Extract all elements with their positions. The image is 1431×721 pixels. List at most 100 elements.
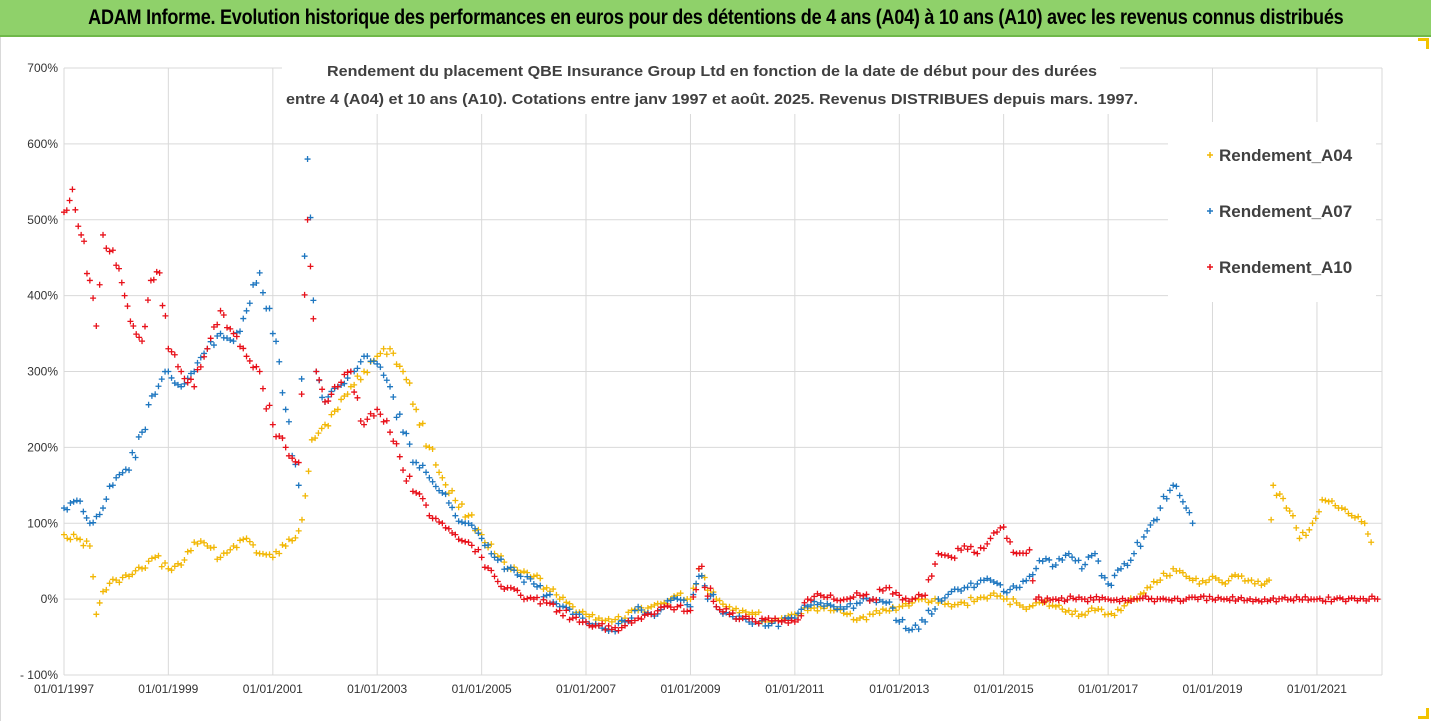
data-point-marker — [80, 542, 87, 549]
data-point-marker — [1026, 573, 1033, 580]
data-point-marker — [1280, 495, 1287, 502]
data-point-marker — [1202, 579, 1209, 586]
data-point-marker — [795, 610, 802, 617]
data-point-marker — [347, 368, 354, 375]
data-point-marker — [1351, 514, 1358, 521]
data-point-marker — [843, 611, 850, 618]
data-point-marker — [67, 500, 74, 507]
y-tick-label: 0% — [41, 592, 59, 606]
data-point-marker — [530, 580, 537, 587]
data-point-marker — [416, 490, 423, 497]
data-point-marker — [719, 601, 726, 608]
data-point-marker — [883, 599, 890, 606]
data-point-marker — [109, 482, 116, 489]
data-point-marker — [912, 595, 919, 602]
data-point-marker — [168, 348, 175, 355]
data-point-marker — [582, 611, 589, 618]
data-point-marker — [1105, 611, 1112, 618]
data-point-marker — [1336, 594, 1343, 601]
data-point-marker — [1029, 577, 1036, 584]
data-point-marker — [834, 606, 841, 613]
data-point-marker — [775, 623, 782, 630]
data-point-marker — [304, 156, 311, 163]
data-point-marker — [103, 496, 110, 503]
data-point-marker — [1142, 593, 1149, 600]
data-point-marker — [987, 535, 994, 542]
data-point-marker — [72, 206, 79, 213]
data-point-marker — [400, 429, 407, 436]
data-point-marker — [341, 393, 348, 400]
data-point-marker — [184, 379, 191, 386]
data-point-marker — [158, 376, 165, 383]
data-point-marker — [958, 587, 965, 594]
data-point-marker — [1069, 554, 1076, 561]
data-point-marker — [798, 612, 805, 619]
data-point-marker — [967, 580, 974, 587]
data-point-marker — [334, 383, 341, 390]
data-point-marker — [1144, 527, 1151, 534]
data-point-marker — [925, 607, 932, 614]
data-point-marker — [1029, 602, 1036, 609]
data-point-marker — [374, 353, 381, 360]
data-point-marker — [1105, 580, 1112, 587]
data-point-marker — [677, 602, 684, 609]
data-point-marker — [230, 330, 237, 337]
data-point-marker — [191, 368, 198, 375]
data-point-marker — [569, 603, 576, 610]
y-axis-tick-labels: - 100% 0% 100% 200% 300% 400% 500% 600% 700% — [20, 61, 58, 682]
data-point-marker — [909, 626, 916, 633]
data-point-marker — [1131, 550, 1138, 557]
data-point-marker — [651, 601, 658, 608]
data-point-marker — [501, 559, 508, 566]
data-point-marker — [1258, 598, 1265, 605]
data-point-marker — [719, 608, 726, 615]
data-point-marker — [191, 383, 198, 390]
data-point-marker — [1111, 612, 1118, 619]
data-point-marker — [671, 594, 678, 601]
data-point-marker — [259, 289, 266, 296]
data-point-marker — [579, 608, 586, 615]
data-point-marker — [1328, 498, 1335, 505]
data-point-marker — [857, 599, 864, 606]
data-point-marker — [1145, 596, 1152, 603]
data-point-marker — [152, 391, 159, 398]
data-point-marker — [387, 429, 394, 436]
data-point-marker — [273, 338, 280, 345]
data-point-marker — [129, 449, 136, 456]
data-point-marker — [217, 330, 224, 337]
data-point-marker — [148, 392, 155, 399]
x-tick-label: 01/01/2015 — [974, 682, 1034, 696]
data-point-marker — [276, 550, 283, 557]
data-point-marker — [246, 357, 253, 364]
data-point-marker — [1186, 575, 1193, 582]
data-point-marker — [458, 501, 465, 508]
data-point-marker — [563, 607, 570, 614]
data-point-marker — [1026, 603, 1033, 610]
data-point-marker — [749, 609, 756, 616]
data-point-marker — [1176, 492, 1183, 499]
data-point-marker — [1052, 561, 1059, 568]
data-point-marker — [749, 615, 756, 622]
data-point-marker — [304, 216, 311, 223]
data-point-marker — [602, 626, 609, 633]
data-point-marker — [840, 606, 847, 613]
data-point-marker — [285, 452, 292, 459]
data-point-marker — [1157, 505, 1164, 512]
data-point-marker — [351, 389, 358, 396]
data-point-marker — [100, 505, 107, 512]
data-point-marker — [945, 552, 952, 559]
data-point-marker — [1283, 505, 1290, 512]
data-point-marker — [1364, 531, 1371, 538]
data-point-marker — [1299, 529, 1306, 536]
data-point-marker — [1286, 508, 1293, 515]
data-point-marker — [690, 594, 697, 601]
data-point-marker — [843, 596, 850, 603]
series-Rendement_A07 — [61, 156, 1196, 635]
data-point-marker — [1342, 506, 1349, 513]
data-point-marker — [396, 453, 403, 460]
data-point-marker — [132, 567, 139, 574]
data-point-marker — [559, 594, 566, 601]
data-point-marker — [390, 438, 397, 445]
data-point-marker — [210, 544, 217, 551]
data-point-marker — [426, 474, 433, 481]
